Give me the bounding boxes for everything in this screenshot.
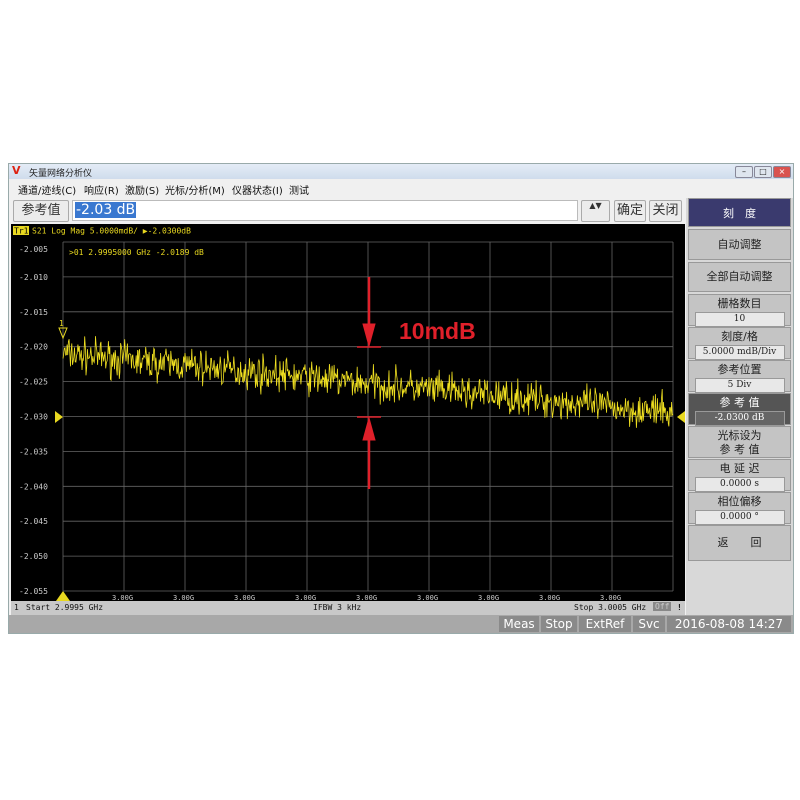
svc-status: Svc	[633, 616, 665, 632]
vna-window: V 矢量网络分析仪 – □ × 通道/迹线(C) 响应(R) 激励(S) 光标/…	[8, 163, 794, 634]
menu-instrument-state[interactable]: 仪器状态(I)	[232, 186, 283, 197]
phase-offset-value[interactable]: 0.0000 °	[694, 510, 785, 525]
menu-bar: 通道/迹线(C) 响应(R) 激励(S) 光标/分析(M) 仪器状态(I) 测试	[9, 179, 793, 198]
panel-title: 刻 度	[688, 198, 791, 227]
y-tick-label: -2.010	[19, 273, 48, 282]
divisions-label: 栅格数目	[717, 297, 762, 310]
bottom-status-bar: Meas Stop ExtRef Svc 2016-08-08 14:27	[9, 615, 793, 633]
stop-frequency[interactable]: Stop 3.0005 GHz	[574, 603, 647, 612]
x-tick-label: 3.00G	[234, 594, 255, 601]
x-tick-label: 3.00G	[478, 594, 499, 601]
y-tick-label: -2.015	[19, 308, 48, 317]
divisions-softkey[interactable]: 栅格数目 10	[688, 294, 791, 327]
x-tick-label: 3.00G	[600, 594, 621, 601]
trace-plot[interactable]: -2.005 -2.010 -2.015 -2.020 -2.025 -2.030 -2.0…	[11, 224, 685, 601]
trace-id-badge	[13, 226, 29, 235]
ref-position-softkey[interactable]: 参考位置 5 Div	[688, 360, 791, 393]
spin-button[interactable]: ▲▼	[581, 200, 610, 222]
marker-readout: >01 2.9995000 GHz -2.0189 dB	[69, 248, 204, 257]
y-tick-label: -2.045	[19, 517, 48, 526]
start-freq-marker-icon	[56, 591, 70, 601]
ifbw[interactable]: IFBW 3 kHz	[313, 603, 362, 612]
electrical-delay-label: 电 延 迟	[719, 462, 760, 475]
menu-marker-analysis[interactable]: 光标/分析(M)	[165, 186, 225, 197]
restore-button[interactable]: □	[754, 166, 772, 178]
y-tick-label: -2.025	[19, 378, 48, 387]
ref-value-softkey-value[interactable]: -2.0300 dB	[694, 411, 785, 426]
spin-arrows-icon: ▲▼	[589, 201, 602, 210]
return-button[interactable]: 返 回	[688, 525, 791, 561]
close-button[interactable]: 关闭	[649, 200, 682, 222]
status-line: 1 Start 2.9995 GHz IFBW 3 kHz Stop 3.000…	[11, 601, 685, 615]
electrical-delay-softkey[interactable]: 电 延 迟 0.0000 s	[688, 459, 791, 492]
trace-line	[62, 336, 674, 428]
arrow-down-icon	[362, 323, 376, 348]
marker-to-ref-label-2: 参 考 值	[719, 443, 760, 456]
menu-response[interactable]: 响应(R)	[84, 186, 119, 197]
title-bar: V 矢量网络分析仪 – □ ×	[9, 164, 793, 179]
ref-value-softkey-label: 参 考 值	[719, 396, 760, 409]
x-tick-label: 3.00G	[417, 594, 438, 601]
y-tick-label: -2.040	[19, 482, 48, 491]
app-logo: V	[12, 164, 21, 177]
phase-offset-softkey[interactable]: 相位偏移 0.0000 °	[688, 492, 791, 525]
ref-value-label-button[interactable]: 参考值	[13, 200, 69, 222]
trace-header: S21 Log Mag 5.0000mdB/ ▶-2.0300dB	[32, 227, 191, 236]
autoscale-button[interactable]: 自动调整	[688, 229, 791, 260]
ref-value-input[interactable]: -2.03 dB	[72, 200, 578, 221]
stop-status: Stop	[541, 616, 577, 632]
y-tick-label: -2.005	[19, 245, 48, 254]
off-indicator: Off	[653, 602, 672, 611]
annotation-label: 10mdB	[399, 318, 476, 344]
meas-status: Meas	[499, 616, 539, 632]
menu-test[interactable]: 测试	[289, 186, 309, 197]
scale-per-div-value[interactable]: 5.0000 mdB/Div	[694, 345, 785, 360]
scale-per-div-softkey[interactable]: 刻度/格 5.0000 mdB/Div	[688, 327, 791, 360]
y-tick-label: -2.055	[19, 587, 48, 596]
toolbar: 参考值 -2.03 dB ▲▼ 确定 关闭	[9, 198, 685, 224]
marker-1-icon[interactable]	[58, 327, 68, 340]
ref-level-right-icon	[677, 411, 685, 423]
x-tick-label: 3.00G	[356, 594, 377, 601]
ref-level-left-icon	[55, 411, 63, 423]
warning-indicator: !	[677, 603, 682, 612]
y-tick-label: -2.020	[19, 343, 48, 352]
marker-to-ref-button[interactable]: 光标设为参 考 值	[688, 426, 791, 458]
ref-position-label: 参考位置	[717, 363, 762, 376]
softkey-panel: 刻 度 自动调整 全部自动调整 栅格数目 10 刻度/格 5.0000 mdB/Di…	[686, 198, 793, 615]
autoscale-all-button[interactable]: 全部自动调整	[688, 262, 791, 292]
extref-status: ExtRef	[579, 616, 631, 632]
ref-position-value[interactable]: 5 Div	[694, 378, 785, 393]
marker-number: 1	[59, 319, 64, 328]
electrical-delay-value[interactable]: 0.0000 s	[694, 477, 785, 492]
marker-to-ref-label-1: 光标设为	[717, 429, 762, 442]
menu-channel-trace[interactable]: 通道/迹线(C)	[18, 186, 77, 197]
menu-stimulus[interactable]: 激励(S)	[125, 186, 160, 197]
x-tick-label: 3.00G	[295, 594, 316, 601]
minimize-button[interactable]: –	[735, 166, 753, 178]
trace-id: Tr1	[14, 227, 29, 236]
y-tick-label: -2.030	[19, 413, 48, 422]
window-title: 矢量网络分析仪	[29, 169, 93, 179]
ok-button[interactable]: 确定	[614, 200, 646, 222]
ref-value-softkey[interactable]: 参 考 值 -2.0300 dB	[688, 393, 791, 426]
trace-chart: -2.005 -2.010 -2.015 -2.020 -2.025 -2.030 -2.0…	[13, 226, 685, 601]
ref-value-text: -2.03 dB	[75, 202, 137, 218]
scale-annotation	[357, 277, 381, 489]
x-tick-label: 3.00G	[539, 594, 560, 601]
start-frequency[interactable]: Start 2.9995 GHz	[26, 603, 104, 612]
x-tick-label: 3.00G	[173, 594, 194, 601]
divisions-value[interactable]: 10	[694, 312, 785, 327]
y-tick-label: -2.035	[19, 447, 48, 456]
x-tick-label: 3.00G	[112, 594, 133, 601]
y-tick-label: -2.050	[19, 552, 48, 561]
channel-number: 1	[14, 603, 19, 612]
close-window-button[interactable]: ×	[773, 166, 791, 178]
scale-per-div-label: 刻度/格	[721, 330, 758, 343]
phase-offset-label: 相位偏移	[717, 495, 762, 508]
datetime: 2016-08-08 14:27	[667, 616, 791, 632]
